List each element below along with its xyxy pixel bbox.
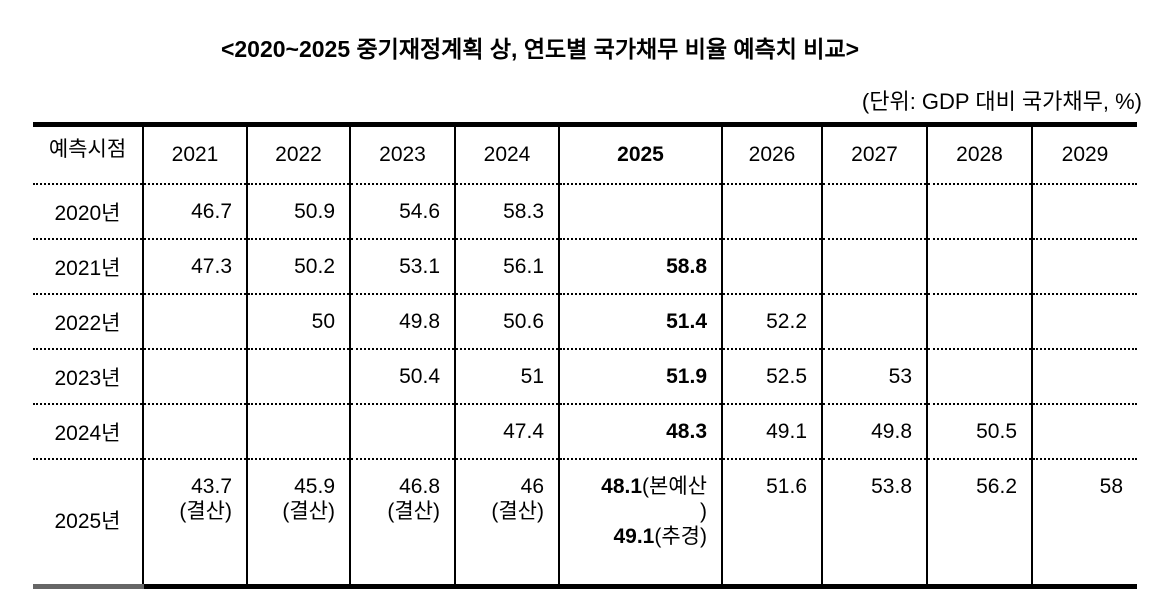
column-header: 2029 bbox=[1031, 122, 1137, 185]
row-label: 2022년 bbox=[33, 294, 144, 350]
column-header: 2022 bbox=[246, 122, 351, 185]
cell-2025: 48.1(본예산) 49.1(추경) bbox=[558, 459, 723, 589]
cell bbox=[142, 294, 248, 350]
cell bbox=[1031, 184, 1137, 240]
cell: 53.8 bbox=[821, 459, 928, 589]
cell: 47.3 bbox=[142, 239, 248, 295]
cell: 50.5 bbox=[926, 404, 1033, 460]
cell: 58.8 bbox=[558, 239, 723, 295]
row-label: 2020년 bbox=[33, 184, 144, 240]
column-header: 2021 bbox=[142, 122, 248, 185]
cell: 50 bbox=[246, 294, 351, 350]
debt-ratio-table: 예측시점 2021 2022 2023 2024 2025 2026 2027 2028 202… bbox=[33, 122, 1137, 589]
cell: 51.4 bbox=[558, 294, 723, 350]
column-header: 2023 bbox=[349, 122, 456, 185]
cell bbox=[926, 184, 1033, 240]
cell: 51.9 bbox=[558, 349, 723, 405]
cell: 49.1 bbox=[721, 404, 823, 460]
cell bbox=[926, 239, 1033, 295]
cell: 53 bbox=[821, 349, 928, 405]
cell bbox=[1031, 294, 1137, 350]
cell bbox=[349, 404, 456, 460]
cell: 54.6 bbox=[349, 184, 456, 240]
cell: 50.2 bbox=[246, 239, 351, 295]
cell bbox=[821, 184, 928, 240]
cell: 49.8 bbox=[821, 404, 928, 460]
cell bbox=[1031, 404, 1137, 460]
cell bbox=[142, 349, 248, 405]
cell: 51 bbox=[454, 349, 560, 405]
cell: 46.7 bbox=[142, 184, 248, 240]
table-row: 2020년 46.7 50.9 54.6 58.3 bbox=[33, 184, 1137, 240]
corner-header: 예측시점 bbox=[33, 122, 144, 185]
cell: 46 (결산) bbox=[454, 459, 560, 589]
row-label: 2024년 bbox=[33, 404, 144, 460]
cell: 43.7 (결산) bbox=[142, 459, 248, 589]
cell: 52.5 bbox=[721, 349, 823, 405]
cell: 58.3 bbox=[454, 184, 560, 240]
cell bbox=[142, 404, 248, 460]
cell: 56.1 bbox=[454, 239, 560, 295]
row-label: 2025년 bbox=[33, 459, 144, 589]
cell bbox=[821, 239, 928, 295]
table-row: 2025년 43.7 (결산) 45.9 (결산) 46.8 (결산) 46 (결산) … bbox=[33, 459, 1137, 589]
cell: 47.4 bbox=[454, 404, 560, 460]
row-label: 2023년 bbox=[33, 349, 144, 405]
cell bbox=[926, 349, 1033, 405]
page-title: <2020~2025 중기재정계획 상, 연도별 국가채무 비율 예측치 비교> bbox=[220, 36, 860, 62]
cell: 51.6 bbox=[721, 459, 823, 589]
cell bbox=[721, 239, 823, 295]
cell: 48.3 bbox=[558, 404, 723, 460]
cell bbox=[246, 349, 351, 405]
table-row: 2022년 50 49.8 50.6 51.4 52.2 bbox=[33, 294, 1137, 350]
cell: 53.1 bbox=[349, 239, 456, 295]
cell: 45.9 (결산) bbox=[246, 459, 351, 589]
column-header: 2028 bbox=[926, 122, 1033, 185]
header-row: 예측시점 2021 2022 2023 2024 2025 2026 2027 2028 202… bbox=[33, 122, 1137, 185]
column-header: 2025 bbox=[558, 122, 723, 185]
cell bbox=[1031, 349, 1137, 405]
cell: 50.6 bbox=[454, 294, 560, 350]
cell bbox=[926, 294, 1033, 350]
cell: 46.8 (결산) bbox=[349, 459, 456, 589]
cell: 50.4 bbox=[349, 349, 456, 405]
column-header: 2024 bbox=[454, 122, 560, 185]
unit-label: (단위: GDP 대비 국가채무, %) bbox=[861, 89, 1142, 114]
cell bbox=[1031, 239, 1137, 295]
column-header: 2026 bbox=[721, 122, 823, 185]
cell: 50.9 bbox=[246, 184, 351, 240]
column-header: 2027 bbox=[821, 122, 928, 185]
cell: 52.2 bbox=[721, 294, 823, 350]
row-label: 2021년 bbox=[33, 239, 144, 295]
table-row: 2024년 47.4 48.3 49.1 49.8 50.5 bbox=[33, 404, 1137, 460]
cell bbox=[821, 294, 928, 350]
cell bbox=[246, 404, 351, 460]
cell: 58 bbox=[1031, 459, 1137, 589]
cell bbox=[721, 184, 823, 240]
cell bbox=[558, 184, 723, 240]
cell: 49.8 bbox=[349, 294, 456, 350]
table-row: 2023년 50.4 51 51.9 52.5 53 bbox=[33, 349, 1137, 405]
table-row: 2021년 47.3 50.2 53.1 56.1 58.8 bbox=[33, 239, 1137, 295]
cell: 56.2 bbox=[926, 459, 1033, 589]
